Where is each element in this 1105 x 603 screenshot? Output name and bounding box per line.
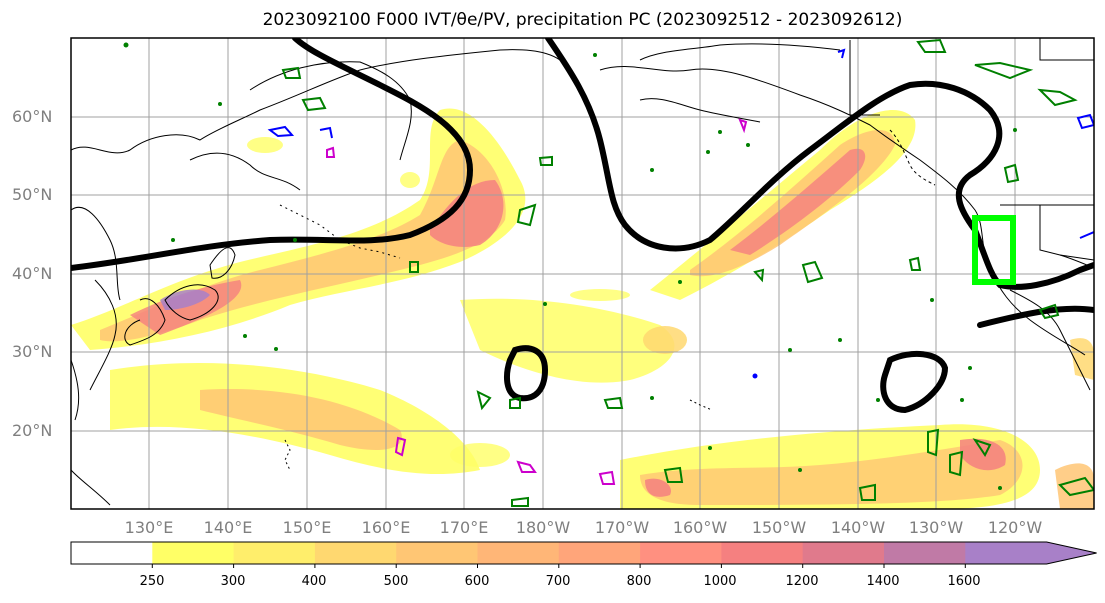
colorbar-tick-700: 700 — [545, 574, 571, 589]
lon-label-160w: 160°W — [672, 518, 728, 537]
magenta-contours — [326, 118, 748, 485]
lon-label-170e: 170°E — [439, 518, 489, 537]
colorbar-segment-4 — [477, 542, 560, 564]
coastlines — [71, 38, 1094, 506]
lat-label-60: 60°N — [12, 107, 53, 126]
lat-label-30: 30°N — [12, 342, 53, 361]
lon-label-170w: 170°W — [594, 518, 650, 537]
lat-label-20: 20°N — [12, 421, 53, 440]
colorbar-segment-1 — [233, 542, 316, 564]
lon-label-160e: 160°E — [361, 518, 411, 537]
map-area — [71, 38, 1094, 509]
green-contours — [281, 38, 1094, 507]
lon-label-150e: 150°E — [282, 518, 332, 537]
colorbar-tick-1600: 1600 — [947, 574, 981, 589]
colorbar-tick-250: 250 — [139, 574, 165, 589]
blue-contours — [267, 48, 1094, 239]
colorbar-segment-9 — [884, 542, 966, 564]
colorbar-tick-500: 500 — [383, 574, 409, 589]
colorbar-tick-1000: 1000 — [703, 574, 737, 589]
blue-dot — [752, 373, 758, 379]
lat-label-50: 50°N — [12, 185, 53, 204]
black-contours — [71, 38, 1094, 414]
lon-label-130e: 130°E — [124, 518, 174, 537]
colorbar-tick-300: 300 — [220, 574, 246, 589]
lat-label-40: 40°N — [12, 264, 53, 283]
colorbar-segment-5 — [558, 542, 641, 564]
colorbar — [70, 541, 1097, 568]
lon-label-120w: 120°W — [987, 518, 1043, 537]
green-dots — [123, 42, 1017, 490]
colorbar-outline — [70, 541, 1097, 565]
colorbar-tick-400: 400 — [301, 574, 327, 589]
target-region-box — [972, 215, 1016, 285]
lon-label-150w: 150°W — [751, 518, 807, 537]
lon-label-140e: 140°E — [203, 518, 253, 537]
ivt-shading — [71, 108, 1094, 509]
colorbar-segment-3 — [396, 542, 478, 564]
colorbar-segment-0 — [152, 542, 235, 564]
colorbar-segment-below — [71, 542, 153, 564]
lon-label-130w: 130°W — [908, 518, 964, 537]
colorbar-segment-10 — [965, 542, 1097, 564]
map-title: 2023092100 F000 IVT/θe/PV, precipitation… — [262, 10, 903, 30]
lon-label-140w: 140°W — [830, 518, 886, 537]
colorbar-tick-1400: 1400 — [866, 574, 900, 589]
lon-label-180w: 180°W — [515, 518, 571, 537]
colorbar-segment-2 — [314, 542, 397, 564]
colorbar-tick-1200: 1200 — [785, 574, 819, 589]
colorbar-segment-7 — [721, 542, 804, 564]
colorbar-segment-8 — [802, 542, 885, 564]
colorbar-segment-6 — [640, 542, 722, 564]
colorbar-tick-800: 800 — [626, 574, 652, 589]
colorbar-tick-600: 600 — [464, 574, 490, 589]
map-frame — [70, 37, 1095, 510]
